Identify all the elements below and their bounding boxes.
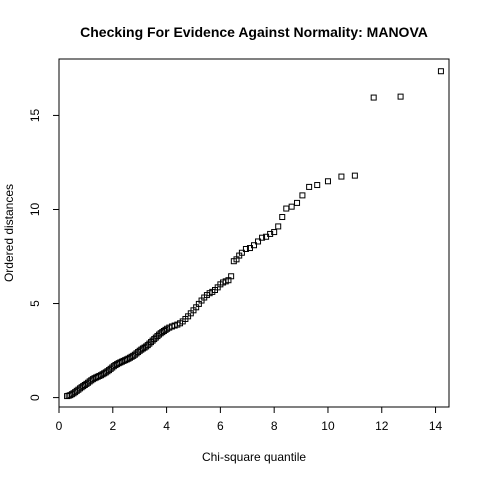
x-tick-label: 6 — [217, 419, 224, 433]
data-point — [351, 172, 358, 179]
x-tick-label: 14 — [429, 419, 443, 433]
data-point — [147, 339, 154, 346]
data-point — [149, 337, 156, 344]
data-point — [437, 68, 444, 75]
x-tick-label: 0 — [56, 419, 63, 433]
data-point — [146, 340, 153, 347]
data-point — [99, 371, 106, 378]
chart-title: Checking For Evidence Against Normality:… — [80, 24, 428, 40]
x-tick-label: 8 — [271, 419, 278, 433]
y-axis-label: Ordered distances — [2, 184, 16, 282]
data-point — [397, 93, 404, 100]
data-point — [151, 336, 158, 343]
data-point — [314, 182, 321, 189]
data-point — [228, 273, 235, 280]
y-tick-label: 5 — [28, 300, 42, 307]
data-point — [271, 229, 278, 236]
data-point — [275, 223, 282, 230]
data-point — [152, 334, 159, 341]
data-point — [299, 192, 306, 199]
data-point — [338, 173, 345, 180]
x-axis-label: Chi-square quantile — [202, 450, 306, 464]
x-tick-label: 10 — [321, 419, 335, 433]
y-tick-label: 10 — [28, 202, 42, 216]
y-tick-label: 15 — [28, 108, 42, 122]
data-point — [279, 214, 286, 221]
data-point — [144, 342, 151, 349]
data-point — [370, 94, 377, 101]
data-point — [238, 249, 245, 256]
data-point — [267, 230, 274, 237]
data-point — [242, 245, 249, 252]
x-tick-label: 2 — [109, 419, 116, 433]
data-point — [324, 178, 331, 185]
data-point — [288, 203, 295, 210]
data-point — [255, 238, 262, 245]
x-tick-label: 4 — [163, 419, 170, 433]
y-tick-label: 0 — [28, 394, 42, 401]
data-point — [127, 354, 134, 361]
data-point — [259, 234, 266, 241]
y-axis: 0 5 10 15 — [28, 108, 60, 401]
data-points — [64, 68, 444, 400]
x-tick-label: 12 — [375, 419, 389, 433]
data-point — [67, 392, 74, 399]
x-axis: 0 2 4 6 8 10 12 14 — [56, 406, 443, 433]
data-point — [306, 183, 313, 190]
data-point — [251, 242, 257, 249]
data-point — [294, 199, 301, 206]
